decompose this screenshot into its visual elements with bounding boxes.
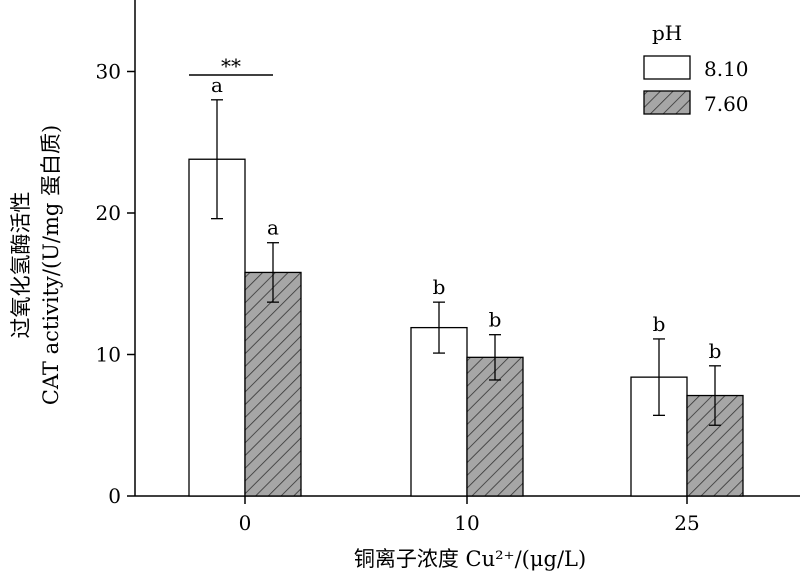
significance-letter: b [653,312,666,336]
bar-8-10-10 [410,326,468,497]
legend-label-7-60: 7.60 [704,92,749,116]
x-tick-label: 25 [674,511,699,535]
axis-titles: 铜离子浓度 Cu²⁺/(μg/L) 过氧化氢酶活性 CAT activity/(… [9,125,586,571]
significance-letter: b [489,308,502,332]
x-axis-title: 铜离子浓度 Cu²⁺/(μg/L) [354,547,586,571]
significance-marker: ** [189,54,273,78]
legend-title: pH [652,21,682,45]
legend-swatch-8-10 [643,55,691,80]
bar-7-60-0 [244,271,302,497]
x-tick-label: 10 [454,511,479,535]
error-bars [211,99,721,426]
y-tick-label: 0 [108,484,121,508]
significance-letter: a [211,73,223,97]
y-tick-label: 30 [96,60,121,84]
x-ticks: 0 10 25 [239,496,700,535]
y-axis-title-en: CAT activity/(U/mg 蛋白质) [39,125,63,405]
y-tick-label: 20 [96,201,121,225]
x-tick-label: 0 [239,511,252,535]
legend-label-8-10: 8.10 [704,57,749,81]
y-ticks: 0 10 20 30 [96,60,135,508]
significance-letter: a [267,216,279,240]
legend-swatch-7-60 [643,90,691,115]
y-tick-label: 10 [96,343,121,367]
significance-letter: b [433,275,446,299]
y-axis-title-cn: 过氧化氢酶活性 [9,192,33,339]
significance-letters: a b b a b b [211,73,721,363]
significance-letter: b [709,339,722,363]
legend: pH 8.10 7.60 [643,21,749,116]
significance-label: ** [221,54,241,78]
